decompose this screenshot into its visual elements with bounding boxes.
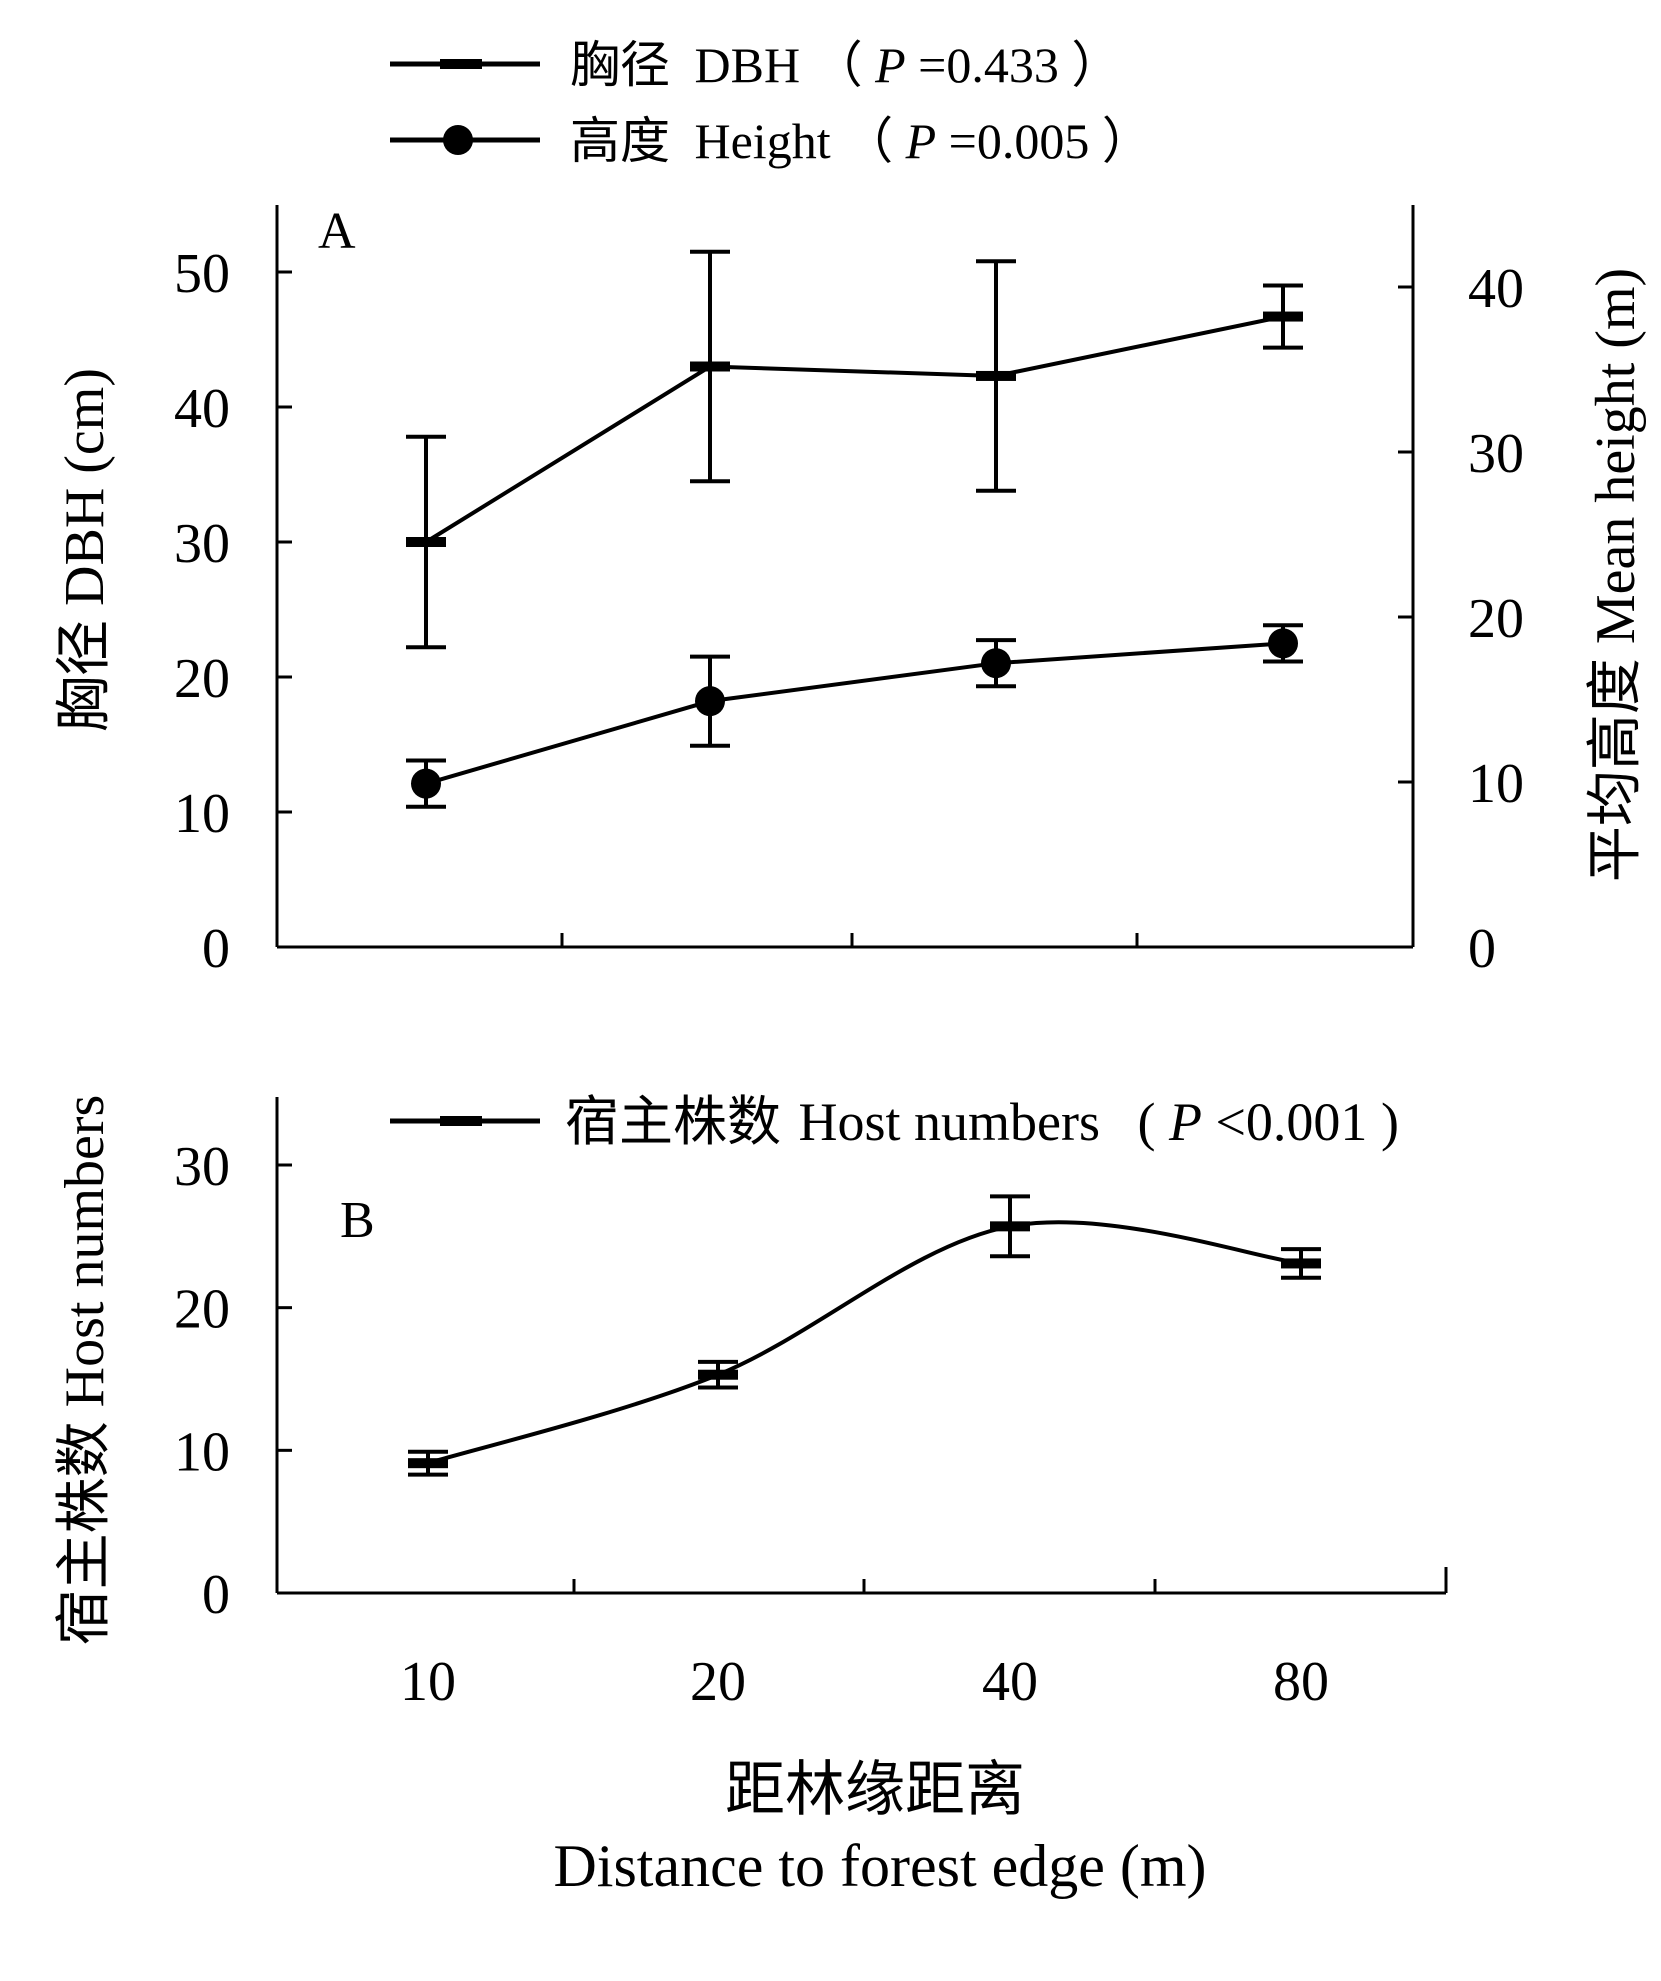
legend-a-height: 高度 Height （ P =0.005 ） — [390, 113, 1152, 169]
legend-b-pvalue: <0.001 — [1215, 1092, 1367, 1152]
panel-a-axes — [275, 205, 1415, 949]
panel-a-left-tick-label: 0 — [202, 918, 230, 980]
legend-a-height-label: 高度 Height （ P =0.005 ） — [570, 113, 1152, 169]
legend-b-pclose: ) — [1381, 1092, 1399, 1152]
panel-a-point-height — [411, 768, 441, 799]
panel-a-left-tick-label: 40 — [174, 378, 230, 440]
legend-a: 胸径 DBH （ P =0.433 ） 高度 Height （ P =0.005… — [390, 37, 1152, 169]
panel-a-series-line-height — [425, 641, 1284, 786]
panel-a-left-tick-label: 50 — [174, 243, 230, 305]
panel-a-point-dbh — [406, 537, 446, 547]
panel-a-right-tick-label: 20 — [1468, 588, 1524, 650]
panel-b-y-tick-label: 30 — [174, 1136, 230, 1198]
panel-a-right-tick-label: 30 — [1468, 423, 1524, 485]
panel-b-y-tick-label: 20 — [174, 1279, 230, 1341]
panel-a-point-dbh — [1263, 311, 1303, 322]
legend-b-p: P — [1168, 1092, 1202, 1152]
panel-b-point — [1281, 1258, 1321, 1269]
panel-a-left-axis-title: 胸径 DBH (cm) — [54, 368, 116, 732]
legend-a-dbh-marker — [440, 59, 482, 69]
panel-a-right-tick-label: 40 — [1468, 258, 1524, 320]
legend-b-label: 宿主株数 Host numbers ( P <0.001 ) — [565, 1092, 1399, 1152]
x-axis-title-cn: 距林缘距离 — [725, 1757, 1025, 1823]
legend-a-height-pclose: ） — [1102, 113, 1152, 169]
legend-a-dbh-label: 胸径 DBH （ P =0.433 ） — [570, 37, 1121, 93]
panel-a-point-height — [695, 686, 725, 717]
legend-a-dbh-pclose: ） — [1071, 37, 1121, 93]
panel-a-letter: A — [318, 203, 356, 260]
panel-b-point — [990, 1221, 1030, 1232]
panel-b-axis-title: 宿主株数 Host numbers — [54, 1095, 116, 1646]
legend-a-height-popen: （ — [843, 113, 893, 169]
panel-b-data — [408, 1194, 1321, 1477]
legend-a-dbh-pvalue: =0.433 — [918, 37, 1059, 93]
panel-b-point — [408, 1458, 448, 1469]
x-axis-title-en: Distance to forest edge (m) — [553, 1833, 1206, 1899]
panel-b-axes — [275, 1097, 1448, 1595]
panel-a-left-tick-label: 10 — [174, 783, 230, 845]
legend-a-dbh-en: DBH — [695, 37, 801, 93]
panel-a-data — [406, 249, 1303, 809]
panel-a-right-tick-label: 10 — [1468, 753, 1524, 815]
panel-b-ticks: 0 10 20 30 — [174, 1136, 1157, 1626]
legend-a-dbh-cn: 胸径 — [570, 37, 670, 93]
panel-b-series-line — [427, 1220, 1302, 1466]
legend-a-height-marker — [443, 125, 473, 155]
panel-b-point — [698, 1369, 738, 1380]
legend-b-en: Host numbers — [799, 1092, 1100, 1152]
x-tick-label: 10 — [400, 1651, 456, 1713]
panel-b-y-tick-label: 0 — [202, 1564, 230, 1626]
legend-a-dbh-popen: （ — [813, 37, 863, 93]
legend-a-height-pvalue: =0.005 — [949, 113, 1090, 169]
legend-b: 宿主株数 Host numbers ( P <0.001 ) — [390, 1092, 1399, 1152]
panel-a-point-dbh — [976, 370, 1016, 381]
panel-a-left-tick-label: 30 — [174, 513, 230, 575]
x-tick-label: 20 — [690, 1651, 746, 1713]
panel-b-letter: B — [340, 1192, 375, 1249]
legend-b-marker — [440, 1116, 482, 1126]
legend-b-popen: ( — [1137, 1092, 1155, 1152]
legend-b-cn: 宿主株数 — [565, 1092, 781, 1152]
x-tick-label: 40 — [982, 1651, 1038, 1713]
panel-b-y-tick-label: 10 — [174, 1421, 230, 1483]
legend-a-height-cn: 高度 — [570, 113, 670, 169]
legend-a-dbh-p: P — [874, 37, 906, 93]
panel-a-right-axis-title: 平均高度 Mean height (m) — [1585, 268, 1647, 882]
panel-a-left-tick-label: 20 — [174, 648, 230, 710]
panel-a-right-tick-label: 0 — [1468, 918, 1496, 980]
legend-a-dbh: 胸径 DBH （ P =0.433 ） — [390, 37, 1121, 93]
legend-a-height-p: P — [905, 113, 937, 169]
x-tick-labels: 10 20 40 80 — [400, 1651, 1329, 1713]
x-tick-label: 80 — [1273, 1651, 1329, 1713]
legend-a-height-en: Height — [695, 113, 831, 169]
panel-a-point-height — [981, 648, 1011, 679]
panel-a-point-height — [1268, 628, 1298, 659]
panel-a-point-dbh — [690, 361, 730, 372]
panel-a-ticks: 0 10 20 30 40 50 0 10 20 30 40 — [174, 243, 1524, 980]
panel-a-series-line-dbh — [424, 314, 1284, 544]
